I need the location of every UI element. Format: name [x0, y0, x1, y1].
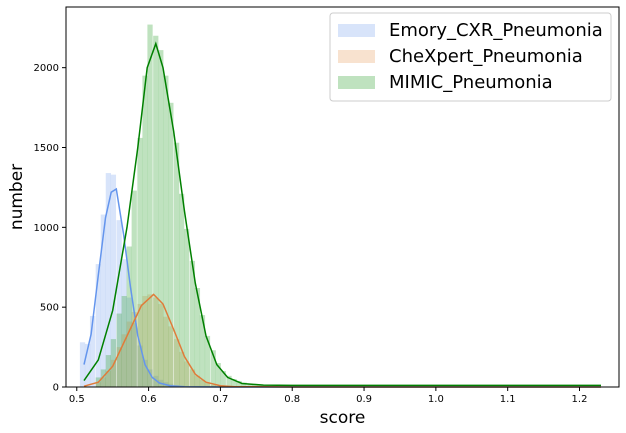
y-tick-label: 1500 [34, 143, 59, 154]
bar-mimic-pneumonia-1 [100, 369, 106, 387]
bar-chexpert-pneumonia-9 [142, 295, 148, 387]
y-tick-label: 500 [40, 303, 59, 314]
x-tick-label: 0.8 [284, 394, 300, 405]
x-axis-title: score [320, 408, 366, 428]
x-tick-label: 1.1 [500, 394, 516, 405]
x-tick-label: 1.2 [572, 394, 588, 405]
bar-emory-cxr-pneumonia-2 [89, 315, 96, 387]
bar-mimic-pneumonia-10 [147, 24, 153, 388]
bar-emory-cxr-pneumonia-6 [110, 174, 117, 387]
bar-chexpert-pneumonia-1 [100, 377, 106, 387]
x-tick-label: 0.7 [212, 394, 228, 405]
x-axis-ticks: 0.5 0.6 0.7 0.8 0.9 1.0 1.1 1.2 [69, 387, 588, 405]
bar-mimic-pneumonia-30 [252, 384, 258, 387]
bar-chexpert-pneumonia-18 [189, 369, 196, 387]
bar-mimic-pneumonia-29 [247, 383, 253, 387]
legend-swatch-chexpert-pneumonia [338, 50, 375, 63]
x-tick-label: 1.0 [428, 394, 444, 405]
bar-emory-cxr-pneumonia-0 [79, 342, 86, 387]
bar-mimic-pneumonia-8 [137, 137, 143, 387]
bar-mimic-pneumonia-17 [184, 228, 190, 387]
bar-chexpert-pneumonia-7 [131, 311, 137, 387]
y-axis-ticks: 0 500 1000 1500 2000 [34, 63, 66, 394]
bar-chexpert-pneumonia-11 [153, 297, 159, 387]
bar-mimic-pneumonia-4 [116, 313, 122, 387]
bar-emory-cxr-pneumonia-12 [142, 359, 148, 387]
bar-mimic-pneumonia-12 [158, 50, 164, 387]
bar-emory-cxr-pneumonia-14 [153, 375, 159, 387]
bar-chexpert-pneumonia-15 [173, 339, 180, 387]
bar-mimic-pneumonia-24 [220, 371, 226, 387]
kde-curves [83, 41, 601, 388]
bar-mimic-pneumonia-7 [131, 190, 137, 387]
bar-mimic-pneumonia-25 [226, 375, 232, 387]
kde-line-mimic-pneumonia [83, 41, 601, 387]
bar-emory-cxr-pneumonia-7 [116, 220, 122, 387]
bar-emory-cxr-pneumonia-4 [100, 214, 106, 387]
bar-mimic-pneumonia-26 [231, 379, 237, 387]
bar-mimic-pneumonia-27 [236, 380, 242, 387]
bar-chexpert-pneumonia-22 [210, 385, 216, 387]
bar-chexpert-pneumonia-17 [184, 361, 190, 387]
bar-mimic-pneumonia-21 [204, 335, 211, 387]
bar-mimic-pneumonia-6 [126, 246, 132, 387]
bar-chexpert-pneumonia-20 [199, 379, 206, 387]
bar-mimic-pneumonia-28 [241, 382, 247, 387]
kde-line-emory-cxr-pneumonia [83, 187, 601, 388]
bar-mimic-pneumonia-15 [173, 142, 180, 387]
bar-chexpert-pneumonia-14 [168, 326, 174, 387]
bar-chexpert-pneumonia-12 [158, 303, 164, 387]
bar-emory-cxr-pneumonia-3 [95, 264, 101, 387]
legend-label-mimic-pneumonia: MIMIC_Pneumonia [389, 72, 553, 93]
bar-chexpert-pneumonia-0 [95, 382, 101, 387]
legend: Emory_CXR_Pneumonia CheXpert_Pneumonia MIM… [329, 12, 612, 102]
bar-chexpert-pneumonia-16 [179, 351, 185, 387]
legend-box [329, 12, 612, 102]
bar-mimic-pneumonia-22 [210, 350, 216, 387]
legend-swatch-emory-cxr-pneumonia [338, 24, 375, 37]
bar-chexpert-pneumonia-5 [121, 334, 127, 387]
y-tick-label: 0 [53, 383, 59, 394]
legend-swatch-mimic-pneumonia [338, 76, 375, 89]
bar-emory-cxr-pneumonia-8 [121, 259, 127, 387]
bar-mimic-pneumonia-23 [215, 363, 221, 387]
bar-emory-cxr-pneumonia-13 [147, 369, 153, 387]
bar-chexpert-pneumonia-6 [126, 321, 132, 387]
bar-mimic-pneumonia-13 [163, 75, 169, 388]
bar-emory-cxr-pneumonia-9 [126, 297, 132, 387]
kde-line-chexpert-pneumonia [83, 293, 601, 388]
x-tick-label: 0.5 [69, 394, 85, 405]
bar-mimic-pneumonia-18 [189, 260, 196, 387]
bar-emory-cxr-pneumonia-5 [105, 173, 111, 387]
bar-chexpert-pneumonia-19 [194, 375, 201, 387]
bar-chexpert-pneumonia-21 [204, 383, 211, 387]
y-axis-title: number [7, 164, 27, 230]
plot-area-frame [65, 6, 620, 388]
bar-chexpert-pneumonia-4 [116, 347, 122, 387]
bar-mimic-pneumonia-20 [199, 315, 206, 387]
bar-mimic-pneumonia-19 [194, 288, 201, 387]
x-tick-label: 0.6 [141, 394, 157, 405]
legend-label-chexpert-pneumonia: CheXpert_Pneumonia [389, 46, 583, 67]
y-tick-label: 2000 [34, 63, 59, 74]
y-tick-label: 1000 [34, 223, 59, 234]
bar-mimic-pneumonia-11 [153, 35, 159, 387]
x-tick-label: 0.9 [356, 394, 372, 405]
bar-emory-cxr-pneumonia-1 [84, 343, 91, 387]
bar-mimic-pneumonia-9 [142, 75, 148, 388]
bar-chexpert-pneumonia-2 [105, 371, 111, 387]
bar-mimic-pneumonia-14 [168, 102, 174, 388]
bar-emory-cxr-pneumonia-10 [131, 323, 137, 387]
bar-chexpert-pneumonia-3 [110, 359, 117, 387]
bar-chexpert-pneumonia-10 [147, 294, 153, 387]
histogram-bars [79, 24, 285, 388]
legend-label-emory-cxr-pneumonia: Emory_CXR_Pneumonia [389, 20, 603, 41]
bar-mimic-pneumonia-16 [179, 193, 185, 387]
bar-chexpert-pneumonia-13 [163, 316, 169, 387]
bar-emory-cxr-pneumonia-11 [137, 345, 143, 387]
